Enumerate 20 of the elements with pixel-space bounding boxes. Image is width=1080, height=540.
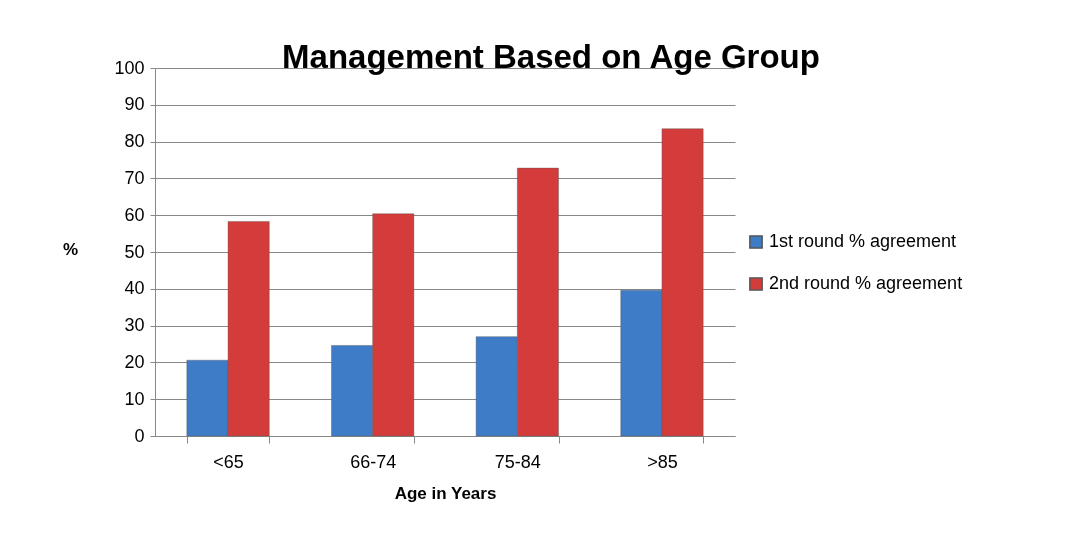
y-axis-title: % (62, 239, 79, 259)
x-tick-label: 66-74 (350, 451, 397, 472)
chart-title: Management Based on Age Group (282, 38, 820, 75)
y-tick-label: 70 (124, 167, 145, 188)
y-tick-label: 60 (124, 204, 145, 225)
x-axis-title: Age in Years (394, 483, 497, 503)
y-tick-label: 80 (124, 131, 145, 152)
x-tick-label: >85 (647, 451, 678, 472)
legend-label: 2nd round % agreement (769, 273, 963, 293)
y-tick-label: 90 (124, 94, 145, 115)
x-tick-label: 75-84 (494, 451, 541, 472)
y-tick-label: 20 (124, 351, 145, 372)
y-tick-label: 100 (114, 57, 145, 78)
y-tick-label: 50 (124, 241, 145, 262)
y-tick-label: 40 (124, 278, 145, 299)
y-tick-label: 10 (124, 388, 145, 409)
legend-label: 1st round % agreement (769, 231, 957, 251)
x-tick-label: <65 (213, 451, 244, 472)
y-tick-label: 30 (124, 315, 145, 336)
y-tick-label: 0 (134, 425, 145, 446)
